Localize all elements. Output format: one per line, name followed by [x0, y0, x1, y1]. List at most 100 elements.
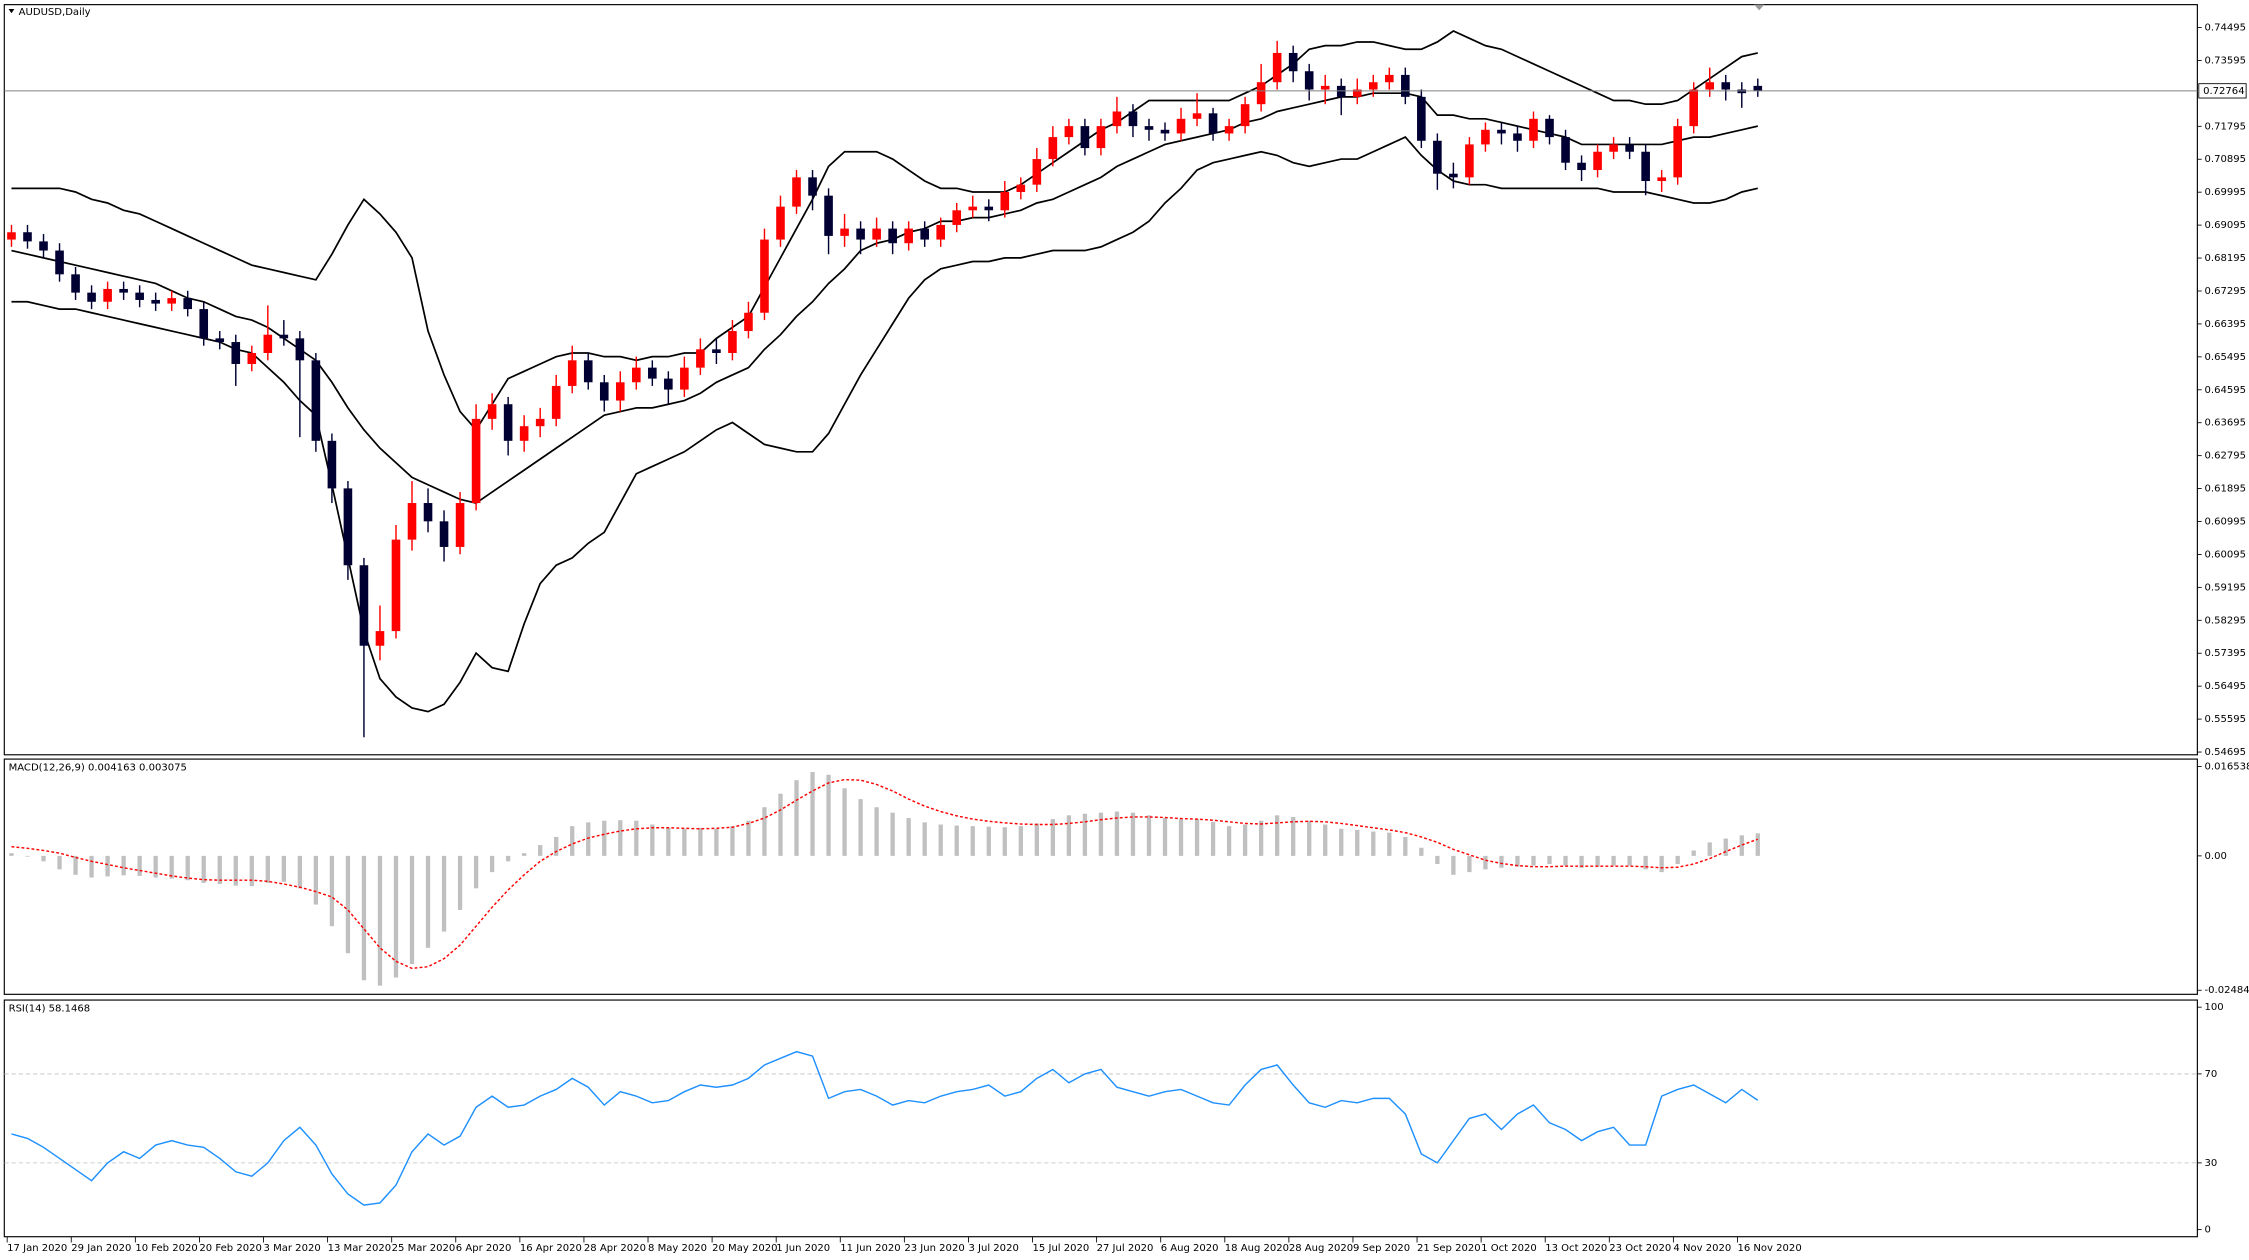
y-tick-label: 0.65495: [2205, 352, 2246, 363]
macd-bar: [329, 855, 335, 927]
macd-bar: [233, 855, 238, 886]
x-tick-label: 29 Jan 2020: [71, 1243, 131, 1254]
macd-bar: [313, 855, 319, 905]
macd-bar: [1579, 855, 1584, 868]
candle-body: [1593, 151, 1602, 171]
macd-bar: [1339, 828, 1344, 856]
candle-body: [760, 239, 769, 313]
menu-arrow[interactable]: [8, 8, 15, 14]
macd-bar: [1066, 815, 1072, 856]
macd-bar: [1178, 819, 1184, 856]
macd-bar: [153, 855, 158, 878]
macd-bar: [650, 824, 655, 856]
macd-bar: [970, 826, 975, 856]
candle-body: [808, 177, 817, 196]
macd-bar: [505, 855, 511, 862]
macd-bar: [1755, 833, 1760, 856]
macd-bar: [489, 855, 495, 873]
candle-body: [1673, 126, 1682, 178]
y-tick-label: 0.60995: [2205, 517, 2246, 528]
macd-bar: [217, 855, 222, 885]
macd-bar: [586, 822, 591, 856]
candle-body: [1609, 144, 1618, 152]
candle-body: [551, 385, 561, 419]
y-tick-label: 0.66395: [2205, 319, 2246, 330]
y-tick-label: 0.60095: [2205, 549, 2246, 560]
x-tick-label: 10 Feb 2020: [135, 1243, 197, 1254]
y-tick-label: 0.63695: [2205, 418, 2246, 429]
macd-bar: [858, 799, 863, 856]
candle-body: [311, 360, 321, 441]
macd-bar: [826, 774, 831, 856]
macd-bar: [1050, 819, 1056, 856]
candle-body: [1481, 129, 1490, 145]
macd-bar: [762, 807, 767, 856]
x-tick-label: 3 Jul 2020: [968, 1243, 1018, 1254]
macd-bar: [554, 836, 559, 856]
macd-bar: [1291, 816, 1296, 856]
macd-bar: [409, 855, 415, 965]
candle-body: [423, 503, 433, 522]
rsi-title: RSI(14) 58.1468: [9, 1004, 91, 1015]
y-tick-label: 0.67295: [2205, 286, 2246, 297]
y-tick-label: 100: [2205, 1002, 2224, 1013]
candle-body: [1144, 126, 1154, 130]
macd-bar: [890, 812, 895, 856]
macd-bar: [1531, 855, 1536, 866]
x-tick-label: 20 Feb 2020: [199, 1243, 261, 1254]
macd-bar: [57, 855, 62, 870]
candle-body: [744, 312, 753, 332]
candle-body: [1497, 129, 1506, 134]
macd-bar: [345, 855, 351, 954]
candle-body: [1080, 126, 1090, 149]
y-tick-label: 0.70895: [2205, 154, 2246, 165]
macd-bar: [393, 855, 399, 978]
candle-body: [135, 292, 144, 300]
macd-bar: [1114, 811, 1120, 856]
candle-body: [1465, 144, 1474, 178]
macd-bar: [1242, 824, 1248, 856]
macd-bar: [842, 788, 847, 856]
current-price-label: 0.72764: [2203, 86, 2244, 97]
macd-bar: [25, 855, 30, 857]
candle-body: [1625, 144, 1634, 152]
candle-body: [583, 360, 593, 383]
macd-bar: [89, 855, 94, 878]
candle-body: [1753, 85, 1763, 91]
x-tick-label: 13 Mar 2020: [328, 1243, 392, 1254]
macd-bar: [281, 855, 286, 882]
x-tick-label: 28 Aug 2020: [1289, 1243, 1353, 1254]
candle-body: [712, 349, 721, 354]
x-tick-label: 23 Oct 2020: [1609, 1243, 1671, 1254]
candle-body: [728, 331, 737, 354]
candle-body: [1689, 89, 1699, 127]
macd-bar: [169, 855, 174, 879]
macd-bar: [938, 824, 943, 856]
macd-bar: [1018, 826, 1023, 856]
macd-bar: [1563, 855, 1568, 866]
y-tick-label: 0.68195: [2205, 253, 2246, 264]
macd-bar: [1435, 855, 1440, 864]
macd-bar: [906, 818, 911, 856]
macd-bar: [1210, 821, 1216, 856]
macd-bar: [297, 855, 303, 889]
x-tick-label: 1 Jun 2020: [776, 1243, 830, 1254]
macd-bar: [1691, 850, 1696, 856]
macd-bar: [1275, 815, 1280, 856]
current-price-box: [2198, 83, 2247, 99]
candle-body: [71, 274, 80, 293]
x-tick-label: 16 Nov 2020: [1737, 1243, 1801, 1254]
macd-bar: [105, 855, 110, 877]
x-tick-label: 3 Mar 2020: [264, 1243, 321, 1254]
candle-body: [1513, 133, 1522, 141]
macd-bar: [538, 845, 543, 856]
macd-bar: [1627, 855, 1632, 866]
macd-bar: [1002, 827, 1007, 856]
candle-body: [1128, 111, 1138, 127]
macd-bar: [810, 772, 815, 856]
candle-body: [888, 228, 897, 244]
candle-body: [1160, 129, 1170, 134]
candle-body: [1401, 74, 1410, 97]
candle-body: [1064, 126, 1074, 138]
candle-body: [904, 228, 913, 244]
